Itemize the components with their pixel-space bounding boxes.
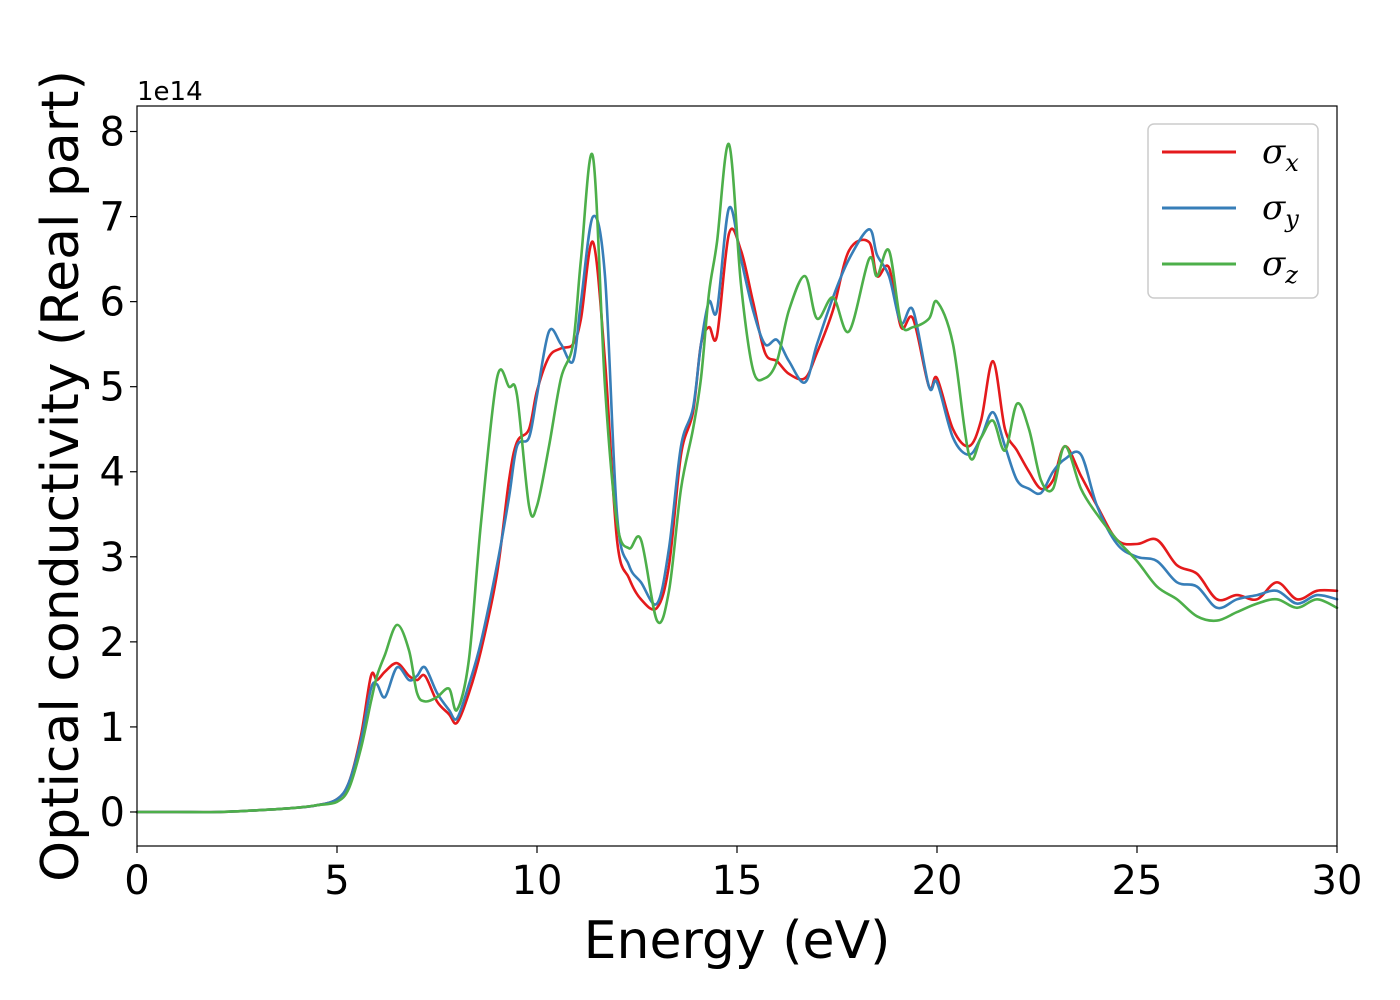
y-tick-label: 1 — [100, 705, 125, 751]
x-axis-title: Energy (eV) — [584, 911, 891, 971]
y-tick-label: 7 — [100, 195, 125, 241]
y-tick-label: 5 — [100, 365, 125, 411]
x-tick-label: 5 — [324, 858, 349, 904]
series-line-y — [135, 205, 1339, 814]
x-tick-label: 20 — [912, 858, 963, 904]
y-tick-label: 6 — [100, 280, 125, 326]
y-tick-label: 0 — [100, 790, 125, 836]
y-tick-label: 4 — [100, 450, 125, 496]
x-axis-ticks: 0 5 10 15 20 25 30 — [124, 846, 1362, 904]
y-axis-title: Optical conductivity (Real part) — [31, 70, 91, 882]
y-tick-label: 3 — [100, 535, 125, 581]
y-offset-label: 1e14 — [137, 77, 203, 107]
x-tick-label: 0 — [124, 858, 149, 904]
y-tick-label: 8 — [100, 110, 125, 156]
series-layer — [135, 142, 1339, 814]
x-tick-label: 30 — [1312, 858, 1363, 904]
x-tick-label: 25 — [1112, 858, 1163, 904]
series-line-z — [135, 142, 1339, 814]
x-tick-label: 10 — [512, 858, 563, 904]
legend-label-y: σy — [1262, 188, 1299, 233]
y-tick-label: 2 — [100, 620, 125, 666]
y-axis-ticks: 0 1 2 3 4 5 6 7 8 — [100, 110, 137, 836]
x-tick-label: 15 — [712, 858, 763, 904]
legend-box — [1147, 123, 1319, 299]
